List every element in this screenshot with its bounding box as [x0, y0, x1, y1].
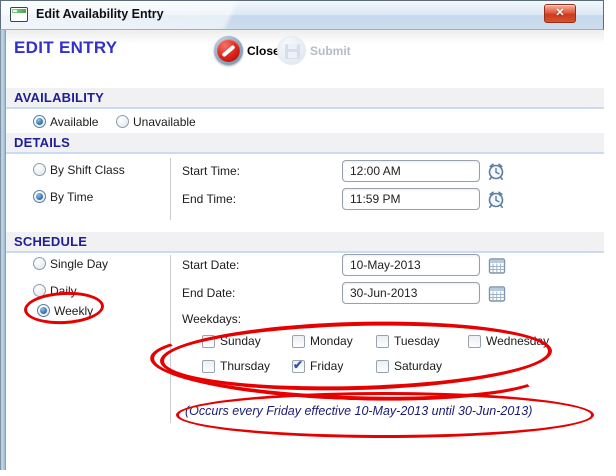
sunday-checkbox[interactable] — [202, 334, 215, 348]
end-date-label: End Date: — [182, 286, 236, 300]
wednesday-checkbox-label: Wednesday — [486, 334, 550, 348]
schedule-divider — [170, 255, 171, 423]
wednesday-checkbox[interactable] — [468, 334, 481, 348]
start-date-input[interactable]: 10-May-2013 — [342, 254, 480, 276]
window-close-button[interactable]: ✕ — [544, 4, 576, 23]
clock-icon[interactable] — [486, 189, 506, 209]
by-time-radio-label[interactable]: By Time — [50, 190, 94, 204]
friday-checkbox[interactable] — [292, 358, 305, 373]
saturday-checkbox[interactable] — [376, 359, 389, 373]
weekday-item[interactable]: Saturday — [376, 359, 442, 373]
details-section-header: DETAILS — [6, 133, 604, 154]
daily-radio[interactable] — [33, 284, 46, 297]
weekday-item[interactable]: Thursday — [202, 359, 270, 373]
daily-radio-label[interactable]: Daily — [50, 284, 77, 298]
single-day-radio-label[interactable]: Single Day — [50, 257, 109, 271]
weekly-radio[interactable] — [37, 304, 50, 317]
submit-button[interactable]: Submit — [277, 36, 351, 65]
start-time-label: Start Time: — [182, 164, 241, 178]
monday-checkbox-label: Monday — [310, 334, 353, 348]
available-radio-label[interactable]: Available — [50, 115, 99, 129]
summary-annotation-ellipse — [176, 392, 594, 438]
details-heading: DETAILS — [14, 135, 71, 150]
close-icon — [214, 36, 243, 65]
weekday-item[interactable]: Friday — [292, 358, 344, 373]
window-frame-left — [0, 30, 6, 470]
sunday-checkbox-label: Sunday — [220, 334, 261, 348]
monday-checkbox[interactable] — [292, 334, 305, 348]
saturday-checkbox-label: Saturday — [394, 359, 443, 373]
availability-heading: AVAILABILITY — [14, 90, 105, 105]
thursday-checkbox[interactable] — [202, 359, 215, 373]
by-shift-class-radio-label[interactable]: By Shift Class — [50, 163, 125, 177]
weekly-radio-label[interactable]: Weekly — [54, 304, 94, 318]
end-time-label: End Time: — [182, 192, 237, 206]
tuesday-checkbox[interactable] — [376, 334, 389, 348]
calendar-icon[interactable] — [487, 256, 507, 276]
available-radio[interactable] — [33, 115, 46, 128]
form-window-icon — [10, 7, 28, 22]
window-title: Edit Availability Entry — [36, 7, 164, 21]
close-button[interactable]: Close — [214, 36, 280, 65]
by-shift-class-radio[interactable] — [33, 163, 46, 176]
submit-button-label: Submit — [310, 43, 351, 58]
unavailable-radio[interactable] — [116, 115, 129, 128]
schedule-heading: SCHEDULE — [14, 234, 88, 249]
end-date-input[interactable]: 30-Jun-2013 — [342, 282, 480, 304]
availability-section-header: AVAILABILITY — [6, 88, 604, 109]
weekdays-label: Weekdays: — [182, 312, 242, 326]
calendar-icon[interactable] — [487, 284, 507, 304]
tuesday-checkbox-label: Tuesday — [394, 334, 440, 348]
weekday-item[interactable]: Sunday — [202, 334, 261, 348]
unavailable-radio-label[interactable]: Unavailable — [133, 115, 196, 129]
single-day-radio[interactable] — [33, 257, 46, 270]
details-divider — [170, 158, 171, 220]
start-date-label: Start Date: — [182, 258, 240, 272]
friday-checkbox-label: Friday — [310, 359, 344, 373]
end-time-input[interactable]: 11:59 PM — [342, 188, 480, 210]
weekday-item[interactable]: Monday — [292, 334, 353, 348]
clock-icon[interactable] — [486, 161, 506, 181]
weekday-item[interactable]: Tuesday — [376, 334, 440, 348]
weekday-item[interactable]: Wednesday — [468, 334, 549, 348]
start-time-input[interactable]: 12:00 AM — [342, 160, 480, 182]
window-titlebar[interactable] — [0, 0, 604, 30]
thursday-checkbox-label: Thursday — [220, 359, 271, 373]
close-button-label: Close — [247, 43, 280, 58]
page-title: EDIT ENTRY — [14, 38, 118, 57]
by-time-radio[interactable] — [33, 190, 46, 203]
schedule-section-header: SCHEDULE — [6, 232, 604, 253]
save-icon — [277, 36, 306, 65]
